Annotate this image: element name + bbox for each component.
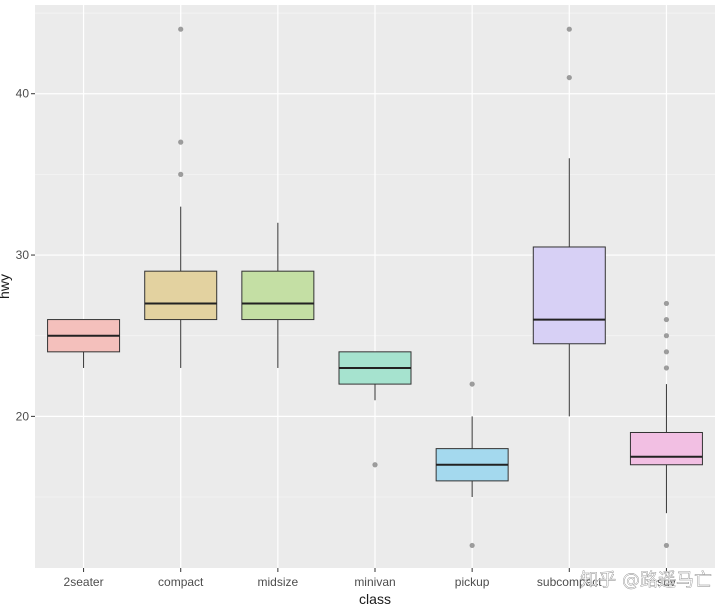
outlier-point-suv xyxy=(663,333,670,339)
x-tick-label-suv: suv xyxy=(657,575,676,589)
x-tick-label-subcompact: subcompact xyxy=(537,575,602,589)
outlier-point-compact xyxy=(178,139,184,145)
outlier-point-suv xyxy=(663,365,670,371)
y-axis-title: hwy xyxy=(0,274,12,299)
box-subcompact xyxy=(532,246,606,345)
watermark-text: 知乎 @路遥马亡 xyxy=(580,570,712,591)
y-tick-label: 20 xyxy=(16,409,30,423)
box-suv xyxy=(629,431,703,466)
x-axis-title: class xyxy=(359,591,391,607)
y-tick-label: 30 xyxy=(16,248,30,262)
outlier-point-suv xyxy=(663,316,670,323)
outlier-point-suv xyxy=(663,349,670,355)
outlier-point-pickup xyxy=(469,381,475,387)
outlier-point-subcompact xyxy=(566,26,572,32)
x-tick-label-midsize: midsize xyxy=(258,575,299,589)
x-tick-label-2seater: 2seater xyxy=(64,575,104,589)
outlier-point-subcompact xyxy=(566,74,572,81)
outlier-point-compact xyxy=(178,26,184,32)
box-compact xyxy=(144,270,218,321)
outlier-point-compact xyxy=(178,171,184,177)
x-tick-label-minivan: minivan xyxy=(354,575,395,589)
x-tick-label-pickup: pickup xyxy=(455,575,490,589)
outlier-point-minivan xyxy=(372,462,378,468)
outlier-point-pickup xyxy=(469,542,475,549)
outlier-point-suv xyxy=(663,300,670,307)
x-tick-label-compact: compact xyxy=(158,575,204,589)
outlier-point-suv xyxy=(663,542,670,549)
y-tick-label: 40 xyxy=(16,87,30,101)
box-midsize xyxy=(241,270,315,321)
